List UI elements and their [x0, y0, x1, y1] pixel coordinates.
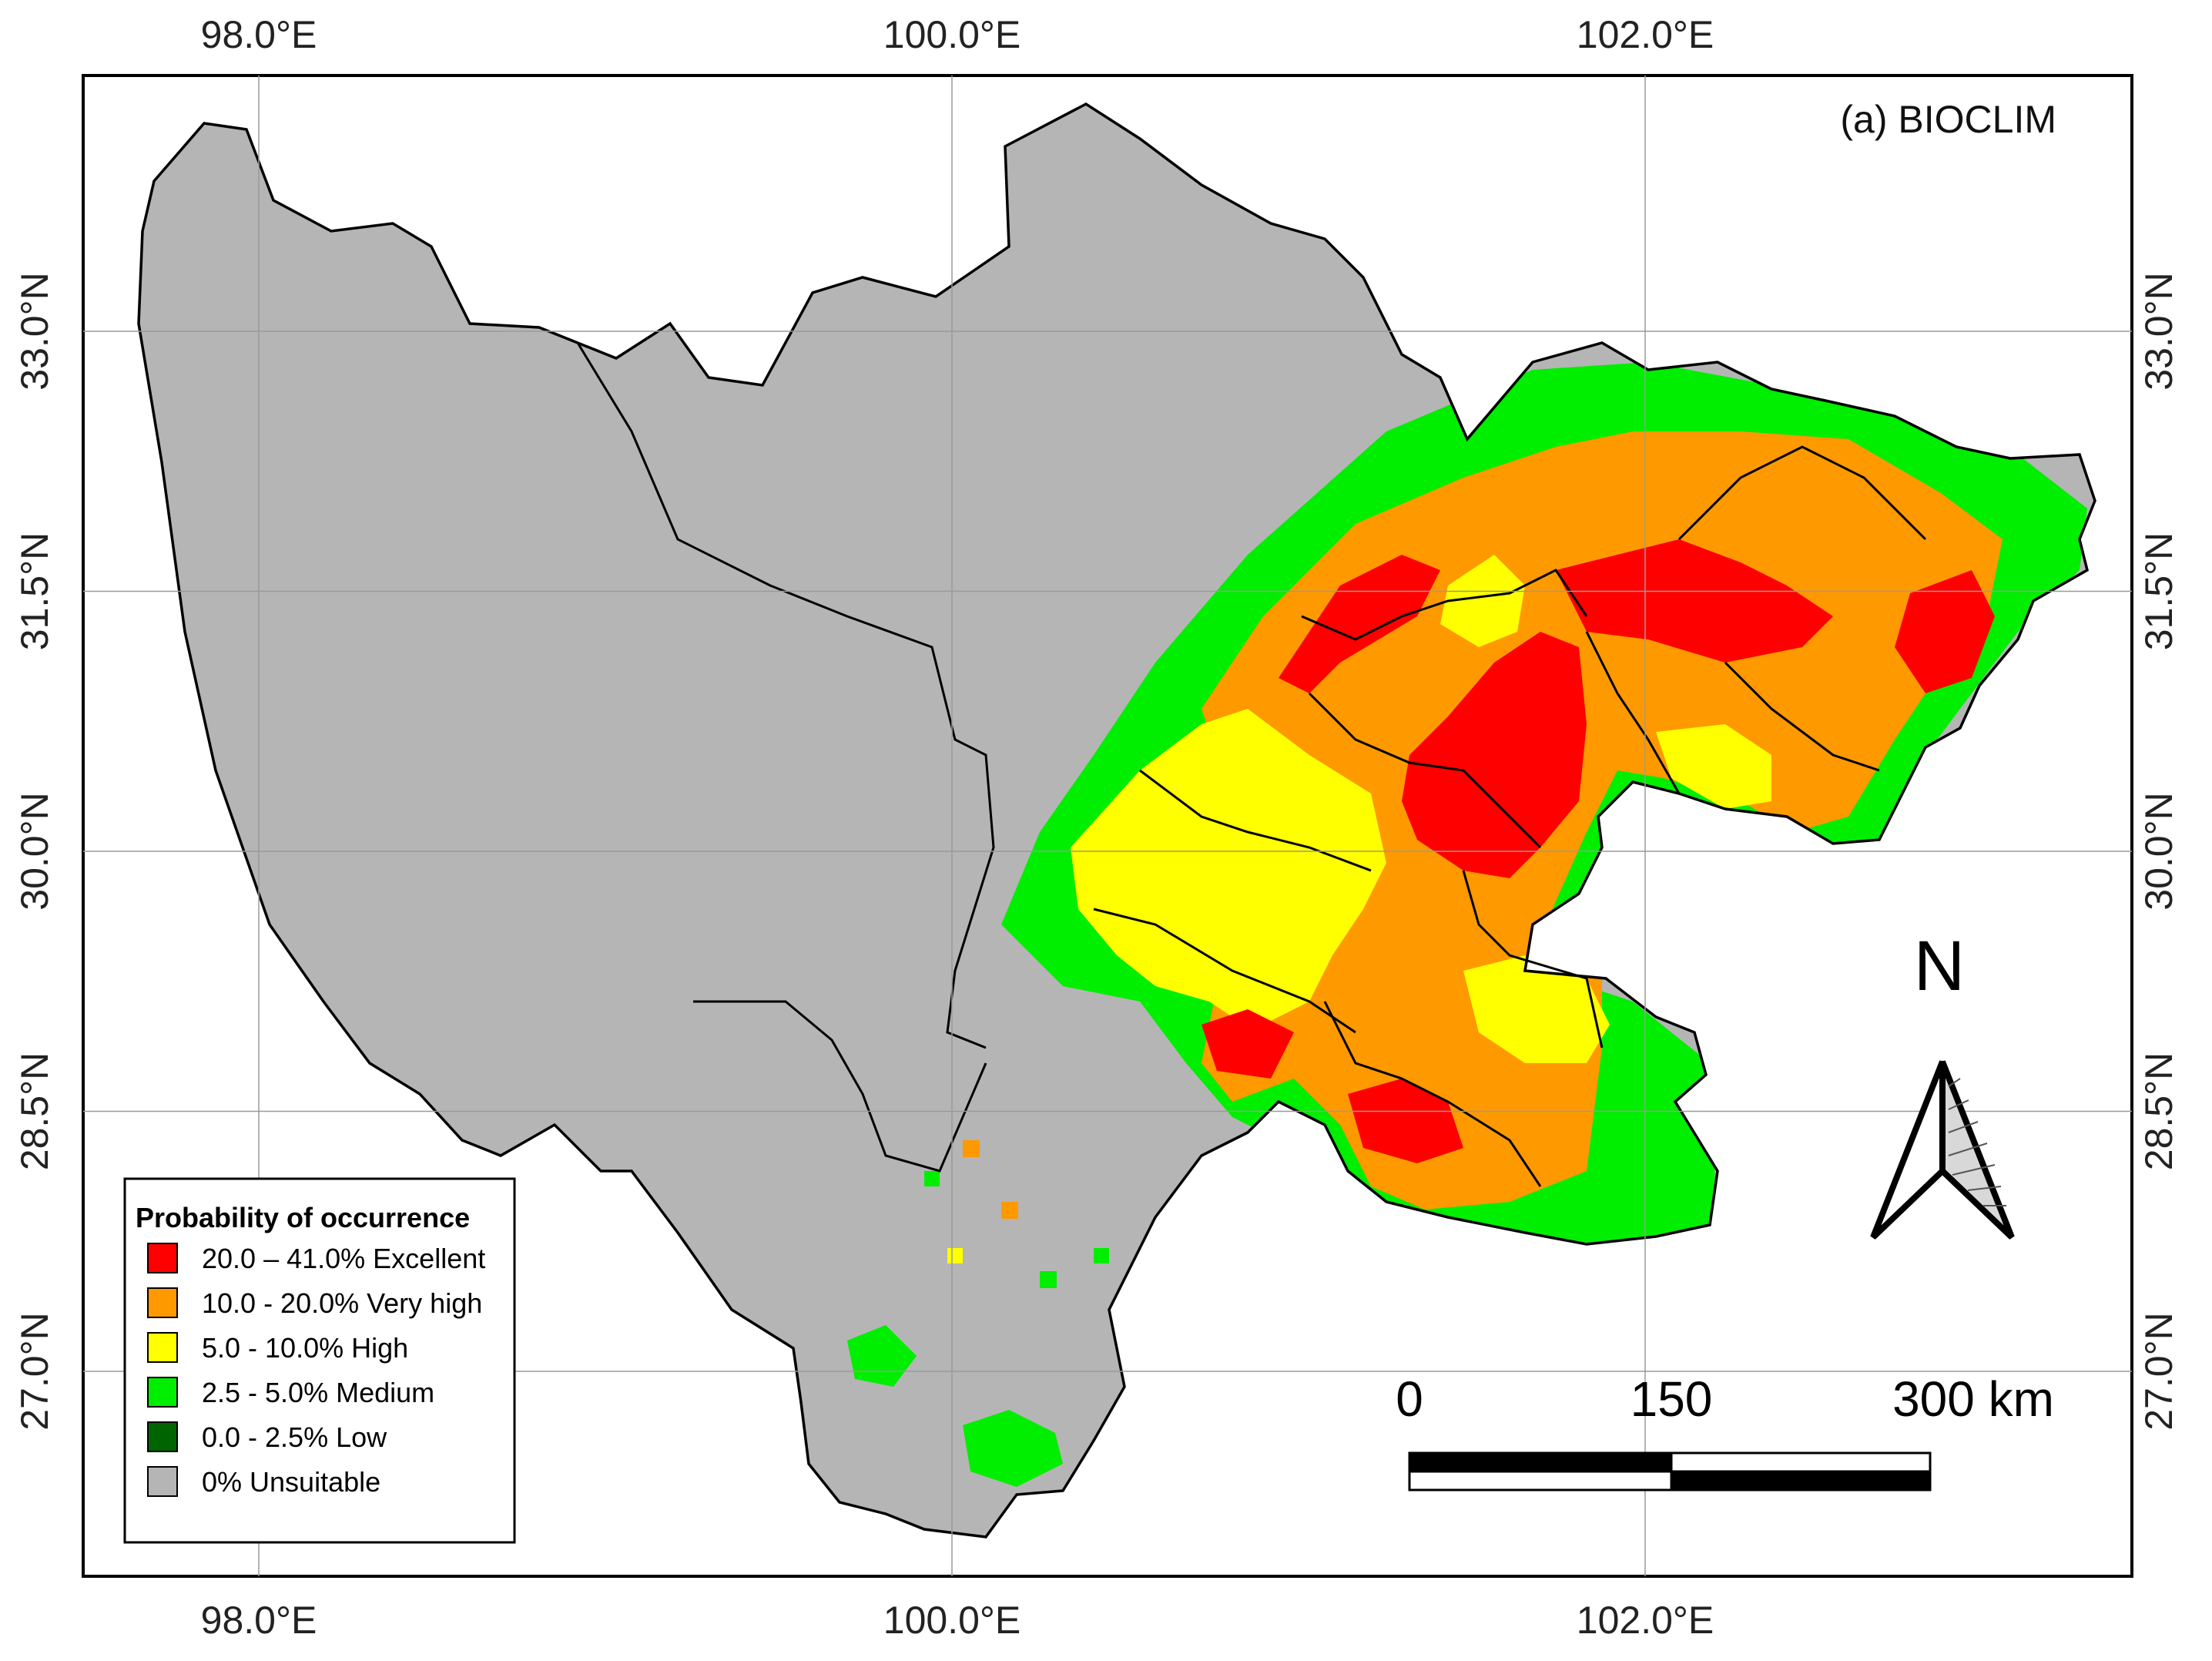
legend-swatch	[147, 1377, 178, 1408]
boundary-south-division	[693, 1000, 987, 1173]
legend-item-label: 10.0 - 20.0% Very high	[202, 1287, 482, 1319]
study-region	[137, 102, 2096, 1539]
lon-tick-label-top: 100.0°E	[883, 13, 1021, 56]
legend-item-label: 5.0 - 10.0% High	[202, 1332, 408, 1364]
zone-excellent-west	[1202, 1009, 1294, 1079]
zone-orange-patch-2	[1001, 1202, 1018, 1219]
boundary-central-3	[1462, 870, 1604, 1049]
legend: Probability of occurrence 20.0 – 41.0% E…	[123, 1177, 516, 1544]
scale-label-0: 0	[1396, 1371, 1423, 1427]
scale-label-300: 300 km	[1892, 1371, 2054, 1427]
legend-swatch	[147, 1332, 178, 1363]
scale-bar: 0 150 300 km	[1396, 1371, 2054, 1492]
admin-boundaries	[576, 342, 1927, 1187]
zone-excellent-central	[1402, 632, 1587, 878]
legend-item-label: 0.0 - 2.5% Low	[202, 1421, 387, 1453]
boundary-south-2	[1323, 1001, 1542, 1187]
boundary-central-1	[1301, 569, 1588, 641]
lat-tick-label-left: 27.0°N	[13, 1312, 56, 1430]
lat-tick-label-right: 28.5°N	[2137, 1052, 2180, 1170]
zone-excellent-northwest	[1279, 555, 1440, 693]
lat-tick-label-left: 33.0°N	[13, 272, 56, 390]
zone-green-patch-3	[1094, 1248, 1109, 1263]
scale-label-150: 150	[1631, 1371, 1713, 1427]
boundary-east-1	[1677, 445, 1927, 541]
legend-item-label: 0% Unsuitable	[202, 1466, 380, 1498]
scale-seg-1-bottom	[1408, 1470, 1673, 1492]
region-outline	[137, 102, 2096, 1539]
north-arrow-right-half	[1939, 1060, 2015, 1240]
boundary-central-4	[1585, 631, 1681, 794]
zone-green-patch-1	[924, 1171, 940, 1186]
scale-seg-2-bottom	[1670, 1470, 1932, 1492]
zone-excellent-northeast	[1556, 539, 1833, 663]
north-arrow: N	[1870, 927, 2015, 1240]
zone-high-north	[1440, 555, 1525, 647]
legend-items: 20.0 – 41.0% Excellent 10.0 - 20.0% Very …	[147, 1243, 485, 1498]
lat-tick-label-left: 31.5°N	[13, 532, 56, 650]
graticule	[83, 76, 2132, 1576]
lat-tick-label-right: 27.0°N	[2137, 1312, 2180, 1430]
zone-green-patch-2	[1040, 1271, 1057, 1288]
lon-tick-label-bottom: 100.0°E	[883, 1599, 1021, 1642]
legend-swatch	[147, 1421, 178, 1452]
lon-tick-label-top: 98.0°E	[201, 13, 317, 56]
boundary-east-2	[1724, 661, 1880, 772]
lat-tick-label-right: 31.5°N	[2137, 532, 2180, 650]
legend-box	[123, 1177, 516, 1544]
boundary-west-4	[1093, 908, 1356, 1034]
zone-orange-patch-1	[963, 1140, 980, 1157]
zone-high-west	[1071, 709, 1386, 1025]
lat-tick-label-right: 33.0°N	[2137, 272, 2180, 390]
lat-tick-label-left: 30.0°N	[13, 792, 56, 910]
legend-swatch	[147, 1466, 178, 1497]
legend-swatch	[147, 1243, 178, 1273]
lon-tick-label-bottom: 98.0°E	[201, 1599, 317, 1642]
lon-tick-label-top: 102.0°E	[1577, 13, 1714, 56]
legend-item-label: 20.0 – 41.0% Excellent	[202, 1243, 485, 1274]
zone-excellent-south	[1348, 1079, 1463, 1163]
panel-title: (a) BIOCLIM	[1840, 98, 2056, 141]
zone-high-south	[1463, 955, 1610, 1063]
zone-medium-southwest	[963, 1410, 1063, 1487]
legend-title: Probability of occurrence	[136, 1202, 470, 1233]
lon-tick-label-bottom: 102.0°E	[1577, 1599, 1714, 1642]
lat-tick-label-right: 30.0°N	[2137, 792, 2180, 910]
north-arrow-hatch	[1948, 1078, 2006, 1206]
scale-seg-1-top	[1408, 1451, 1673, 1473]
boundary-west-3	[1139, 769, 1372, 872]
legend-swatch	[147, 1287, 178, 1318]
lat-tick-label-left: 28.5°N	[13, 1052, 56, 1170]
suitability-zones	[847, 362, 2087, 1487]
zone-excellent-east	[1895, 570, 1995, 693]
scale-seg-2-top	[1670, 1451, 1932, 1473]
tick-labels: 98.0°E 98.0°E 100.0°E 100.0°E 102.0°E 102.0°E…	[13, 13, 2180, 1642]
north-arrow-label: N	[1914, 927, 1965, 1005]
boundary-west-division	[576, 342, 995, 1049]
legend-item-label: 2.5 - 5.0% Medium	[202, 1377, 434, 1408]
zone-high-east	[1656, 724, 1771, 809]
boundary-central-2	[1308, 692, 1542, 849]
zone-yellow-patch-1	[947, 1248, 963, 1263]
